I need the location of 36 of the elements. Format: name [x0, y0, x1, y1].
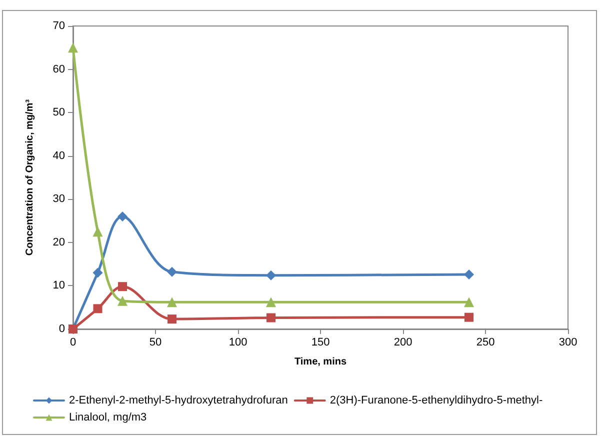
y-tick-label: 40 — [52, 150, 65, 162]
x-tick-label: 300 — [558, 336, 578, 348]
legend-label: 2(3H)-Furanone-5-ethenyldihydro-5-methyl- — [330, 394, 543, 406]
x-tick-label: 200 — [394, 336, 412, 348]
point — [92, 268, 103, 278]
point — [167, 297, 177, 308]
point — [464, 269, 474, 280]
y-tick-label: 70 — [52, 20, 65, 32]
point — [92, 226, 103, 237]
x-tick-label: 150 — [311, 336, 330, 348]
point — [464, 312, 474, 322]
point — [266, 270, 276, 280]
x-tick-label: 250 — [476, 336, 495, 348]
point — [464, 297, 474, 308]
y-tick-label: 60 — [52, 63, 65, 76]
point — [68, 42, 78, 53]
legend-label: Linalool, mg/m3 — [69, 412, 147, 424]
x-tick-label: 0 — [70, 336, 76, 348]
x-axis-title: Time, mins — [294, 356, 347, 368]
x-tick-label: 100 — [228, 336, 248, 348]
point — [266, 313, 276, 322]
y-tick-label: 20 — [52, 236, 65, 248]
point — [118, 296, 128, 306]
point — [93, 304, 102, 314]
point — [118, 282, 127, 292]
point — [266, 297, 276, 308]
y-tick-label: 0 — [58, 323, 65, 335]
y-tick-label: 10 — [52, 280, 65, 292]
point — [168, 314, 176, 324]
point — [167, 266, 177, 277]
y-axis-title: Concentration of Organic, mg/m³ — [24, 98, 36, 256]
y-tick-label: 30 — [52, 193, 65, 206]
legend-label: 2-Ethenyl-2-methyl-5-hydroxytetrahydrofuran — [69, 394, 288, 406]
point — [118, 211, 128, 222]
y-tick-label: 50 — [52, 106, 65, 119]
x-tick-label: 50 — [149, 336, 162, 348]
